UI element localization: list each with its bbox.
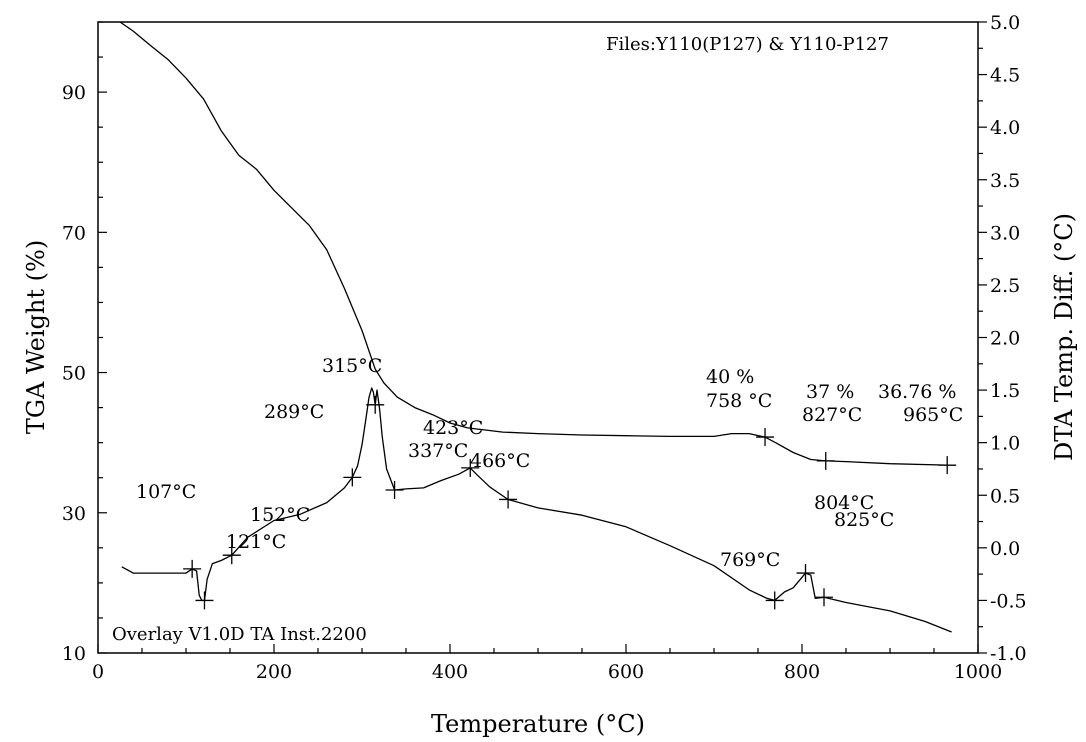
y2-tick-label: 1.0 xyxy=(990,433,1020,455)
files-note: Files:Y110(P127) & Y110-P127 xyxy=(606,34,889,55)
annotation-label: 152°C xyxy=(250,504,310,526)
annotation-label: 965°C xyxy=(903,404,963,426)
annotation-label: 37 % xyxy=(806,381,854,403)
annotation-label: 107°C xyxy=(136,481,196,503)
annotation-label: 769°C xyxy=(720,549,780,571)
axis-ticks xyxy=(97,21,987,654)
x-tick-label: 0 xyxy=(92,661,104,683)
series-line-dta xyxy=(121,387,952,633)
y2-tick-label: 0.0 xyxy=(990,538,1020,560)
y2-tick-label: 0.5 xyxy=(990,485,1020,507)
y2-tick-label: 3.0 xyxy=(990,222,1020,244)
y2-tick-label: 5.0 xyxy=(990,12,1020,34)
annotation-markers xyxy=(183,395,957,610)
y2-tick-label: 3.5 xyxy=(990,170,1020,192)
annotation-label: 337°C xyxy=(408,440,468,462)
annotation-label: 827°C xyxy=(802,404,862,426)
x-tick-label: 800 xyxy=(784,661,820,683)
annotation-label: 466°C xyxy=(470,450,530,472)
y-tick-label: 70 xyxy=(62,222,86,244)
axis-tick-labels: 0 200 400 600 800 1000 10 30 50 70 90 -1.0 -0.5 0.0 0.… xyxy=(62,12,1027,683)
annotation-label: 825°C xyxy=(834,509,894,531)
annotation-label: 121°C xyxy=(226,531,286,553)
y-axis-title: TGA Weight (%) xyxy=(22,240,50,434)
series-line-tga xyxy=(119,21,956,466)
y-tick-label: 90 xyxy=(62,82,86,104)
annotation-label: 758 °C xyxy=(706,390,772,412)
y2-tick-label: 2.5 xyxy=(990,275,1020,297)
annotation-label: 423°C xyxy=(423,417,483,439)
annotation-label: 36.76 % xyxy=(878,381,957,403)
y2-tick-label: 4.5 xyxy=(990,65,1020,87)
y-tick-label: 30 xyxy=(62,503,86,525)
plot-frame xyxy=(97,21,979,654)
annotation-label: 40 % xyxy=(706,366,754,388)
data-series xyxy=(119,21,956,633)
y2-tick-label: -1.0 xyxy=(990,643,1027,665)
x-tick-label: 400 xyxy=(432,661,468,683)
annotation-label: 804°C xyxy=(814,492,874,514)
y2-tick-label: 4.0 xyxy=(990,117,1020,139)
y2-axis-title: DTA Temp. Diff. (°C) xyxy=(1050,213,1078,461)
x-tick-label: 200 xyxy=(256,661,292,683)
y-tick-label: 10 xyxy=(62,643,86,665)
y-tick-label: 50 xyxy=(62,363,86,385)
x-tick-label: 1000 xyxy=(954,661,1002,683)
x-axis-title: Temperature (°C) xyxy=(431,710,645,738)
y2-tick-label: -0.5 xyxy=(990,590,1027,612)
x-tick-label: 600 xyxy=(608,661,644,683)
y2-tick-label: 1.5 xyxy=(990,380,1020,402)
annotation-label: 289°C xyxy=(264,401,324,423)
y2-tick-label: 2.0 xyxy=(990,328,1020,350)
annotation-label: 315°C xyxy=(322,355,382,377)
overlay-note: Overlay V1.0D TA Inst.2200 xyxy=(112,624,367,645)
